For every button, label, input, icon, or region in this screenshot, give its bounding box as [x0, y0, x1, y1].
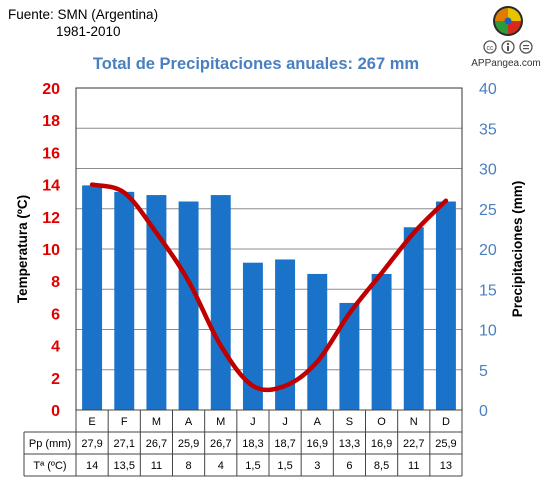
month-label: S — [346, 416, 353, 428]
month-label: J — [282, 416, 288, 428]
y-right-tick-label: 10 — [479, 323, 497, 340]
chart-title: Total de Precipitaciones anuales: 267 mm — [92, 55, 420, 73]
precip-bar — [114, 191, 135, 410]
table-cell: 18,3 — [242, 438, 263, 450]
month-label: E — [88, 416, 95, 428]
table-cell: 26,7 — [146, 438, 167, 450]
precip-bar — [371, 273, 392, 410]
table-cell: 6 — [346, 460, 352, 472]
table-cell: 16,9 — [307, 438, 328, 450]
table-row-header: Pp (mm) — [29, 438, 71, 450]
month-label: O — [377, 416, 386, 428]
table-cell: 1,5 — [245, 460, 260, 472]
table-cell: 25,9 — [435, 438, 456, 450]
table-cell: 11 — [151, 460, 162, 472]
appangea-logo: cc — [476, 4, 540, 63]
precip-bar — [339, 302, 360, 410]
logo-label: APPangea.com — [471, 58, 541, 69]
table-cell: 13,5 — [114, 460, 135, 472]
y-axis-right-title: Precipitaciones (mm) — [510, 181, 525, 318]
table-cell: 8,5 — [374, 460, 389, 472]
y-left-tick-label: 6 — [51, 306, 60, 323]
precip-bar — [403, 227, 424, 410]
month-label: F — [121, 416, 128, 428]
month-label: M — [216, 416, 225, 428]
y-right-tick-label: 5 — [479, 363, 488, 380]
y-right-tick-label: 0 — [479, 403, 488, 420]
month-label: D — [442, 416, 450, 428]
table-cell: 11 — [408, 460, 419, 472]
y-left-tick-label: 18 — [42, 113, 60, 130]
y-left-tick-label: 0 — [51, 403, 60, 420]
y-left-tick-label: 10 — [42, 242, 60, 259]
table-cell: 14 — [86, 460, 98, 472]
nd-icon — [519, 40, 533, 54]
month-label: A — [314, 416, 322, 428]
table-cell: 27,1 — [114, 438, 135, 450]
y-left-tick-label: 20 — [42, 81, 60, 98]
precip-bar — [242, 262, 263, 410]
y-axis-left-title: Temperatura (ºC) — [15, 195, 30, 303]
table-cell: 16,9 — [371, 438, 392, 450]
temperature-line — [89, 182, 449, 393]
puzzle-globe-icon: cc — [483, 6, 533, 54]
y-left-tick-label: 16 — [42, 145, 60, 162]
table-cell: 18,7 — [274, 438, 295, 450]
month-label: A — [185, 416, 193, 428]
month-label: M — [152, 416, 161, 428]
table-cell: 13,3 — [339, 438, 360, 450]
precip-bar — [307, 273, 328, 410]
month-label: N — [410, 416, 418, 428]
y-right-tick-label: 30 — [479, 162, 497, 179]
table-cell: 1,5 — [277, 460, 292, 472]
table-cell: 13 — [440, 460, 452, 472]
y-right-tick-label: 25 — [479, 202, 497, 219]
cc-icon: cc — [483, 40, 497, 54]
table-cell: 27,9 — [81, 438, 102, 450]
y-left-tick-label: 14 — [42, 178, 60, 195]
table-row-header: Tª (ºC) — [33, 460, 66, 472]
y-right-tick-label: 35 — [479, 121, 497, 138]
table-cell: 8 — [186, 460, 192, 472]
source-line: Fuente: SMN (Argentina) — [8, 7, 159, 22]
table-cell: 26,7 — [210, 438, 231, 450]
table-cell: 4 — [218, 460, 224, 472]
y-left-tick-label: 8 — [51, 274, 60, 291]
precip-bar — [435, 201, 456, 410]
precip-bar — [210, 195, 231, 410]
y-left-tick-label: 4 — [51, 339, 60, 356]
y-right-tick-label: 15 — [479, 282, 497, 299]
table-cell: 3 — [314, 460, 320, 472]
y-right-tick-label: 20 — [479, 242, 497, 259]
table-cell: 25,9 — [178, 438, 199, 450]
y-left-tick-label: 12 — [42, 210, 60, 227]
precip-bar — [146, 195, 167, 410]
source-note: Fuente: SMN (Argentina) 1981-2010 — [8, 6, 158, 40]
source-period: 1981-2010 — [56, 24, 121, 39]
precip-bar — [178, 201, 199, 410]
svg-text:cc: cc — [487, 45, 495, 52]
month-label: J — [250, 416, 256, 428]
precip-bar — [275, 259, 296, 410]
y-right-tick-label: 40 — [479, 81, 497, 98]
precip-bar — [82, 185, 103, 410]
y-left-tick-label: 2 — [51, 371, 60, 388]
by-icon — [501, 40, 515, 54]
table-cell: 22,7 — [403, 438, 424, 450]
